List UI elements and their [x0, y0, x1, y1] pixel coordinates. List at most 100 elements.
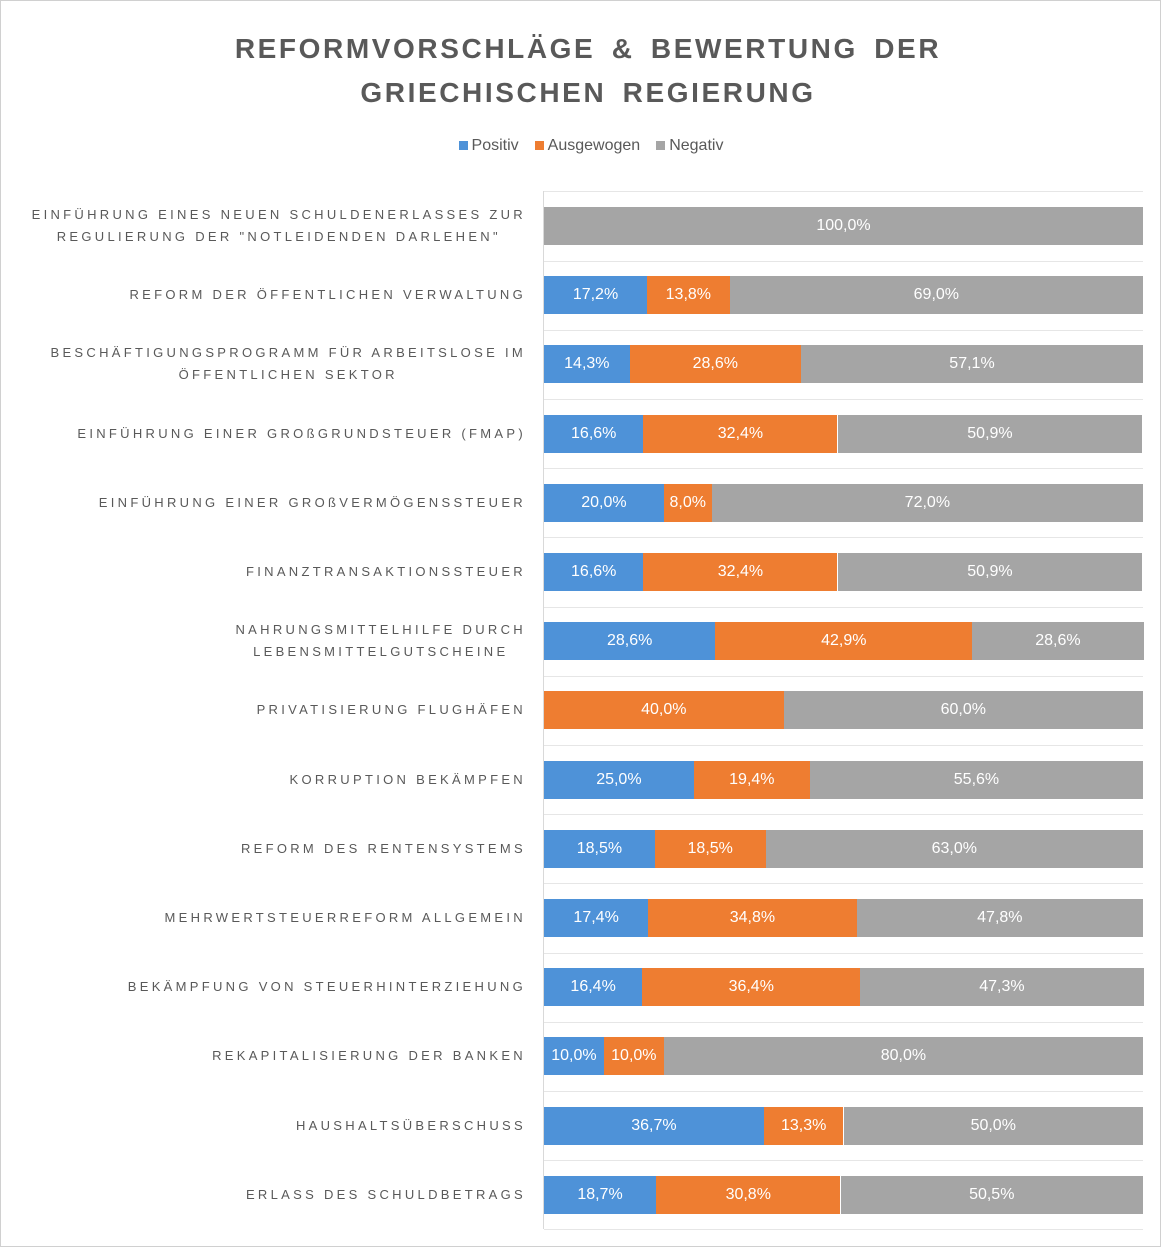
bar-segment [763, 1106, 844, 1145]
bar-segment [544, 1037, 604, 1076]
bar-segment [800, 345, 1143, 384]
bar-segment [663, 1037, 1143, 1076]
row-separator [544, 399, 1143, 400]
row-separator [544, 675, 1143, 677]
category-label: HAUSHALTSÜBERSCHUSS [0, 1115, 526, 1137]
category-label: ERLASS DES SCHULDBETRAGS [0, 1184, 526, 1206]
category-text: REFORM DES RENTENSYSTEMS [240, 840, 526, 856]
data-label: 60,0% [940, 701, 986, 719]
category-text: EINFÜHRUNG EINER GROßVERMÖGENSSTEUER [98, 494, 526, 510]
row-separator [544, 606, 1143, 608]
category-label: EINFÜHRUNG EINER GROßGRUNDSTEUER (FMAP) [0, 423, 526, 445]
bar-segment [603, 1037, 664, 1076]
category-label: MEHRWERTSTEUERREFORM ALLGEMEIN [0, 907, 526, 929]
data-label: 28,6% [692, 355, 738, 373]
category-label: EINFÜHRUNG EINER GROßVERMÖGENSSTEUER [0, 492, 526, 514]
data-label: 18,5% [576, 839, 623, 857]
data-label: 50,9% [967, 563, 1013, 580]
bar-segment [856, 899, 1143, 937]
data-label: 18,7% [577, 1185, 623, 1203]
category-label: REKAPITALISIERUNG DER BANKEN [0, 1045, 526, 1067]
data-label: 25,0% [596, 770, 642, 788]
legend-item: Ausgewogen [534, 137, 640, 155]
data-label: 36,4% [728, 978, 774, 996]
axis-line [543, 191, 544, 1229]
bar-segment [765, 829, 1143, 868]
bar-segment [544, 553, 644, 591]
data-label: 80,0% [880, 1047, 927, 1065]
bar-segment [544, 829, 655, 868]
bar-segment [840, 1175, 1143, 1214]
data-label: 20,0% [581, 493, 627, 511]
category-text: REFORM DER ÖFFENTLICHEN VERWALTUNG [129, 287, 526, 303]
bar-segment [544, 483, 664, 522]
legend-item: Negativ [656, 137, 723, 155]
data-label: 16,6% [571, 424, 617, 442]
data-label: 10,0% [611, 1047, 657, 1065]
data-label: 50,0% [970, 1116, 1016, 1134]
bar-segment [837, 553, 1143, 591]
bar-segment [544, 622, 716, 661]
category-text: BEKÄMPFUNG VON STEUERHINTERZIEHUNG [127, 979, 526, 995]
row-separator [544, 1021, 1143, 1023]
data-label: 100,0% [816, 217, 871, 234]
bar-segment [843, 1106, 1143, 1145]
data-label: 13,3% [780, 1116, 827, 1134]
data-label: 32,4% [717, 563, 764, 580]
data-label: 28,6% [606, 632, 653, 650]
category-label: BESCHÄFTIGUNGSPROGRAMM FÜR ARBEITSLOSE I… [0, 342, 526, 386]
bar-segment [544, 276, 648, 315]
category-text: ERLASS DES SCHULDBETRAGS [245, 1186, 526, 1202]
row-separator [544, 883, 1143, 885]
category-label: REFORM DER ÖFFENTLICHEN VERWALTUNG [0, 284, 526, 306]
data-label: 17,4% [573, 909, 619, 926]
bar-segment [648, 899, 857, 937]
bar-segment [544, 899, 649, 937]
bar-segment [544, 1175, 656, 1214]
data-label: 36,7% [631, 1116, 677, 1134]
data-label: 34,8% [729, 909, 776, 926]
bar-segment [629, 345, 801, 384]
data-label: 32,4% [717, 424, 764, 442]
category-label: REFORM DES RENTENSYSTEMS [0, 838, 526, 860]
legend: Positiv Ausgewogen Negativ [1, 137, 1161, 155]
bar-segment [643, 553, 838, 591]
row-separator [544, 191, 1143, 193]
bar-segment [860, 968, 1144, 1007]
bar-segment [663, 483, 712, 522]
row-separator [544, 1091, 1143, 1092]
category-label: NAHRUNGSMITTELHILFE DURCH LEBENSMITTELGU… [0, 619, 526, 663]
category-text: FINANZTRANSAKTIONSSTEUER [246, 564, 526, 579]
category-label: PRIVATISIERUNG FLUGHÄFEN [0, 699, 526, 721]
bar-segment [729, 276, 1143, 315]
data-label: 50,5% [969, 1185, 1015, 1203]
data-label: 30,8% [725, 1185, 771, 1203]
category-text: EINFÜHRUNG EINES NEUEN SCHULDENERLASSES … [31, 207, 526, 244]
bar-segment [972, 622, 1144, 661]
data-label: 16,6% [571, 563, 617, 580]
bar-segment [711, 483, 1143, 522]
bar-segment [544, 207, 1143, 245]
category-label: FINANZTRANSAKTIONSSTEUER [0, 561, 526, 583]
bar-segment [544, 760, 694, 799]
category-text: EINFÜHRUNG EINER GROßGRUNDSTEUER (FMAP) [77, 425, 526, 441]
legend-swatch [656, 141, 666, 150]
data-label: 47,8% [977, 909, 1023, 926]
bar-segment [654, 829, 766, 868]
row-separator [544, 952, 1143, 954]
data-label: 8,0% [669, 493, 706, 511]
bar-segment [544, 1106, 764, 1145]
data-label: 18,5% [687, 839, 733, 857]
row-separator [544, 329, 1143, 331]
category-label: BEKÄMPFUNG VON STEUERHINTERZIEHUNG [0, 976, 526, 998]
data-label: 69,0% [913, 286, 960, 304]
legend-swatch [458, 141, 468, 150]
row-separator [544, 537, 1143, 539]
data-label: 40,0% [641, 701, 687, 719]
category-label: EINFÜHRUNG EINES NEUEN SCHULDENERLASSES … [0, 204, 526, 248]
category-text: REKAPITALISIERUNG DER BANKEN [212, 1048, 526, 1064]
data-label: 10,0% [551, 1047, 597, 1065]
category-text: BESCHÄFTIGUNGSPROGRAMM FÜR ARBEITSLOSE I… [50, 345, 526, 383]
category-text: KORRUPTION BEKÄMPFEN [289, 771, 526, 787]
